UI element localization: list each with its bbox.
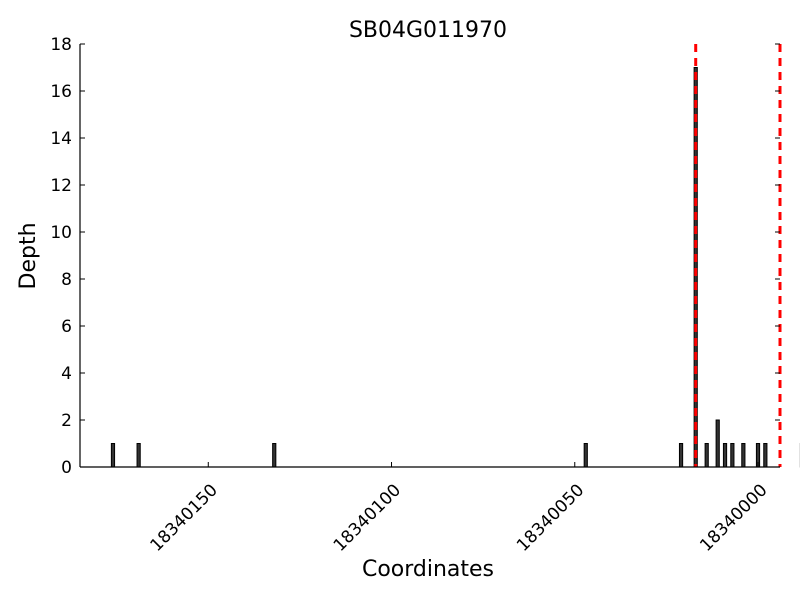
y-tick-label: 16 (50, 82, 72, 102)
x-tick-label: 18340050 (513, 480, 588, 555)
bar (715, 419, 720, 468)
bar (583, 443, 588, 468)
bar (730, 443, 735, 468)
y-tick-label: 10 (50, 223, 72, 243)
bars-group (110, 67, 800, 468)
x-ticks-group: 18340150 18340100 18340050 18340000 (146, 462, 772, 556)
bar (693, 67, 698, 468)
bar (136, 443, 141, 468)
bar (741, 443, 746, 468)
x-tick-label: 18340150 (146, 480, 221, 555)
y-ticks-group: 0 2 4 6 8 10 12 14 16 18 (50, 35, 780, 478)
chart-title: SB04G011970 (349, 18, 507, 43)
y-tick-label: 8 (61, 270, 72, 290)
bar (678, 443, 684, 468)
bar (722, 443, 728, 468)
y-tick-label: 14 (50, 129, 72, 149)
threshold-lines-group (694, 44, 782, 467)
bar (272, 443, 277, 468)
y-tick-label: 18 (50, 35, 72, 55)
bar (763, 443, 768, 468)
y-tick-label: 12 (50, 176, 72, 196)
bar (110, 443, 116, 468)
bar (704, 443, 709, 468)
y-tick-label: 0 (61, 458, 72, 478)
x-tick-label: 18340100 (330, 480, 405, 555)
y-tick-label: 6 (61, 317, 72, 337)
x-axis-label: Coordinates (362, 557, 494, 582)
x-tick-label: 18340000 (696, 480, 771, 555)
y-tick-label: 4 (61, 364, 72, 384)
y-tick-label: 2 (61, 411, 72, 431)
y-axis-label: Depth (16, 222, 41, 289)
